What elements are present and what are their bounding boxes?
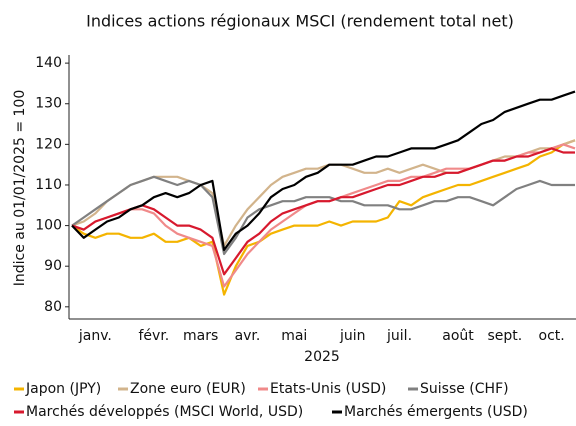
y-tick-label: 100: [35, 218, 62, 234]
series-line: [71, 90, 576, 252]
y-tick-label: 90: [44, 258, 62, 274]
x-tick-label: janv.: [78, 328, 112, 344]
x-tick-label: juil.: [386, 328, 412, 344]
series-line: [71, 139, 576, 296]
x-axis-label: 2025: [304, 349, 340, 365]
legend-label: Japon (JPY): [25, 381, 101, 397]
legend-label: Zone euro (EUR): [130, 381, 246, 397]
x-tick-label: mars: [183, 328, 218, 344]
legend-label: Etats-Unis (USD): [270, 381, 386, 397]
x-tick-label: avr.: [235, 328, 261, 344]
series-line: [71, 147, 575, 276]
chart-title: Indices actions régionaux MSCI (rendemen…: [86, 12, 514, 31]
legend-label: Marchés développés (MSCI World, USD): [26, 404, 303, 420]
x-tick-label: août: [442, 328, 474, 344]
y-tick-label: 110: [35, 177, 62, 193]
y-tick-label: 120: [35, 136, 62, 152]
y-tick-label: 80: [44, 299, 62, 315]
y-tick-label: 140: [35, 55, 62, 71]
legend-label: Suisse (CHF): [420, 381, 509, 397]
x-tick-label: sept.: [487, 328, 522, 344]
series-line: [71, 175, 575, 256]
x-tick-label: févr.: [139, 328, 170, 344]
y-axis-label: Indice au 01/01/2025 = 100: [12, 90, 28, 287]
y-tick-label: 130: [35, 96, 62, 112]
x-tick-label: juin: [339, 328, 366, 344]
series-line: [71, 139, 576, 247]
x-tick-label: mai: [281, 328, 307, 344]
legend-label: Marchés émergents (USD): [344, 404, 528, 420]
x-tick-label: oct.: [539, 328, 565, 344]
